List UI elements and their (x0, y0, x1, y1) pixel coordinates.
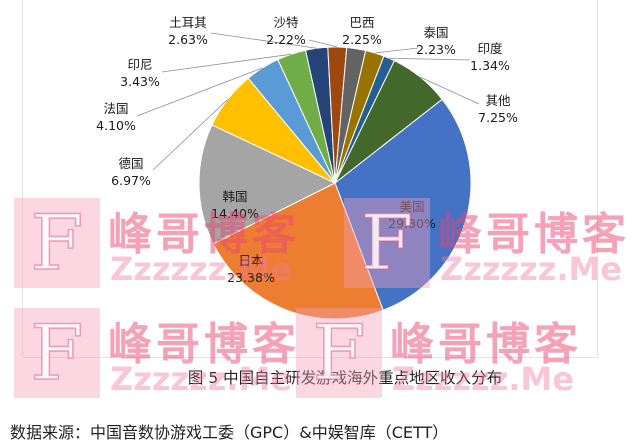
pie-slice-other (334, 59, 443, 184)
pie-label-thailand-value: 2.23% (416, 42, 456, 57)
pie-data-labels: 美国 29.80% 日本 23.38% 韩国 14.40% 德国 6.97% 法国 4.10% 印尼… (96, 15, 518, 285)
pie-leader-lines (136, 32, 480, 171)
pie-label-turkey-value: 2.63% (168, 32, 208, 47)
leader-line-thailand (374, 47, 419, 54)
pie-label-germany-name: 德国 (118, 156, 143, 171)
pie-label-japan-name: 日本 (238, 253, 264, 268)
pie-label-india-value: 1.34% (470, 58, 510, 73)
pie-label-turkey-name: 土耳其 (169, 15, 207, 30)
pie-label-usa-value: 29.80% (388, 216, 436, 231)
pie-label-france-value: 4.10% (96, 118, 136, 133)
leader-line-indonesia (161, 53, 292, 73)
pie-label-japan-value: 23.38% (227, 270, 275, 285)
pie-label-other-name: 其他 (485, 93, 511, 108)
pie-label-korea-name: 韩国 (222, 189, 247, 204)
chart-frame (22, 0, 598, 358)
pie-label-brazil-value: 2.25% (342, 32, 382, 47)
pie-label-india-name: 印度 (477, 41, 503, 56)
pie-label-germany-value: 6.97% (111, 173, 151, 188)
pie-slice-korea (198, 124, 337, 245)
leader-line-turkey (210, 32, 317, 49)
pie-label-thailand-name: 泰国 (423, 25, 448, 40)
figure-caption: 图 5 中国自主研发游戏海外重点地区收入分布 (187, 369, 503, 387)
pie-label-indonesia-name: 印尼 (127, 57, 152, 72)
pie-label-korea-value: 14.40% (211, 206, 259, 221)
leader-line-germany (152, 99, 228, 171)
pie-slices (198, 46, 472, 320)
pie-label-other-value: 7.25% (478, 110, 518, 125)
pie-slice-japan (212, 182, 384, 320)
leader-line-india (389, 57, 471, 61)
pie-label-brazil-name: 巴西 (349, 15, 374, 30)
leader-line-france (136, 67, 263, 117)
pie-label-indonesia-value: 3.43% (120, 74, 160, 89)
leader-line-saudi-arabia (308, 39, 338, 48)
pie-label-france-name: 法国 (103, 101, 128, 116)
pie-label-saudi-arabia-value: 2.22% (266, 32, 306, 47)
pie-label-usa-name: 美国 (399, 199, 424, 214)
pie-label-saudi-arabia-name: 沙特 (273, 15, 298, 30)
data-source-note: 数据来源：中国音数协游戏工委（GPC）&中娱智库（CETT） (10, 423, 449, 442)
pie-slice-usa (334, 98, 472, 311)
leader-line-other (420, 76, 480, 105)
